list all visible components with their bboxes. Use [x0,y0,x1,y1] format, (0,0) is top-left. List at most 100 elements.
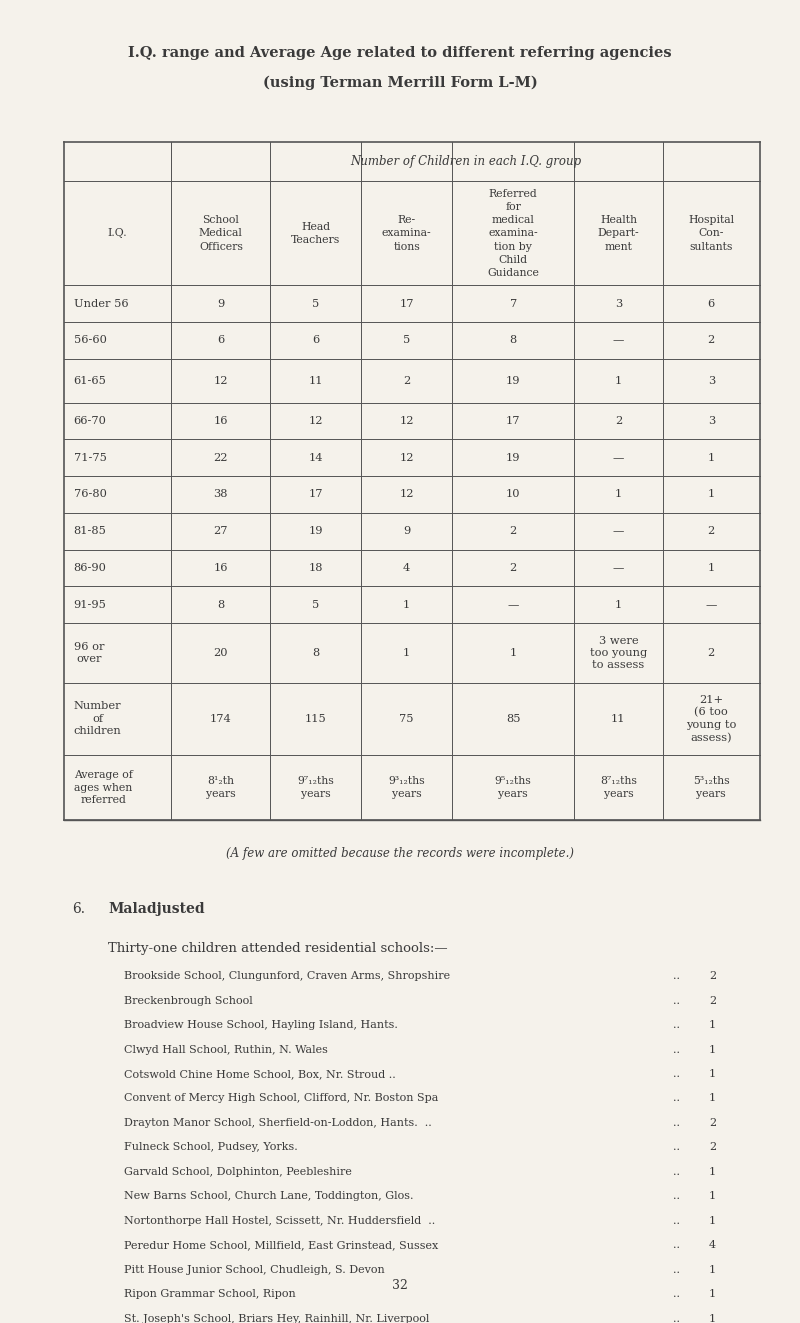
Text: 19: 19 [309,527,323,536]
Text: 10: 10 [506,490,520,500]
Text: 8: 8 [218,599,225,610]
Text: 1: 1 [709,1044,716,1054]
Text: 9⁵₁₂ths
years: 9⁵₁₂ths years [494,777,531,799]
Text: Cotswold Chine Home School, Box, Nr. Stroud ..: Cotswold Chine Home School, Box, Nr. Str… [124,1069,396,1080]
Text: 14: 14 [309,452,323,463]
Text: 1: 1 [708,564,715,573]
Text: ..: .. [673,1044,679,1054]
Text: 2: 2 [708,648,715,658]
Text: (using Terman Merrill Form L-M): (using Terman Merrill Form L-M) [262,75,538,90]
Text: 1: 1 [709,1093,716,1103]
Text: —: — [613,335,624,345]
Text: 71-75: 71-75 [74,452,106,463]
Text: ..: .. [673,1020,679,1031]
Text: 11: 11 [309,376,323,386]
Text: 81-85: 81-85 [74,527,106,536]
Text: 1: 1 [709,1289,716,1299]
Text: 32: 32 [392,1279,408,1293]
Text: 75: 75 [399,714,414,724]
Text: 27: 27 [214,527,228,536]
Text: Nortonthorpe Hall Hostel, Scissett, Nr. Huddersfield  ..: Nortonthorpe Hall Hostel, Scissett, Nr. … [124,1216,435,1226]
Text: 18: 18 [309,564,323,573]
Text: 8: 8 [312,648,319,658]
Text: 17: 17 [309,490,323,500]
Text: 2: 2 [709,1142,716,1152]
Text: 1: 1 [709,1167,716,1177]
Text: 3 were
too young
to assess: 3 were too young to assess [590,635,647,671]
Text: 3: 3 [708,415,715,426]
Text: 6: 6 [218,335,225,345]
Text: Head
Teachers: Head Teachers [291,222,341,245]
Text: 3: 3 [708,376,715,386]
Text: Thirty-one children attended residential schools:—: Thirty-one children attended residential… [108,942,448,955]
Text: Broadview House School, Hayling Island, Hants.: Broadview House School, Hayling Island, … [124,1020,398,1031]
Text: Clwyd Hall School, Ruthin, N. Wales: Clwyd Hall School, Ruthin, N. Wales [124,1044,328,1054]
Text: 7: 7 [510,299,517,308]
Text: 91-95: 91-95 [74,599,106,610]
Text: 2: 2 [510,527,517,536]
Text: 2: 2 [708,335,715,345]
Text: 96 or
over: 96 or over [74,642,104,664]
Text: Peredur Home School, Millfield, East Grinstead, Sussex: Peredur Home School, Millfield, East Gri… [124,1240,438,1250]
Text: 2: 2 [708,527,715,536]
Text: 19: 19 [506,376,520,386]
Text: Under 56: Under 56 [74,299,128,308]
Text: 61-65: 61-65 [74,376,106,386]
Text: 85: 85 [506,714,520,724]
Text: —: — [613,564,624,573]
Text: 2: 2 [709,971,716,982]
Text: 8¹₂th
years: 8¹₂th years [206,777,236,799]
Text: 1: 1 [709,1265,716,1275]
Text: Number
of
children: Number of children [74,701,122,737]
Text: ..: .. [673,1289,679,1299]
Text: 11: 11 [611,714,626,724]
Text: 1: 1 [708,452,715,463]
Text: 12: 12 [309,415,323,426]
Text: 2: 2 [709,1118,716,1129]
Text: 1: 1 [709,1020,716,1031]
Text: 12: 12 [214,376,228,386]
Text: New Barns School, Church Lane, Toddington, Glos.: New Barns School, Church Lane, Toddingto… [124,1191,414,1201]
Text: I.Q. range and Average Age related to different referring agencies: I.Q. range and Average Age related to di… [128,46,672,61]
Text: 9: 9 [218,299,225,308]
Text: 174: 174 [210,714,232,724]
Text: 22: 22 [214,452,228,463]
Text: 1: 1 [709,1191,716,1201]
Text: —: — [613,452,624,463]
Text: 1: 1 [510,648,517,658]
Text: 115: 115 [305,714,326,724]
Text: —: — [507,599,519,610]
Text: 12: 12 [399,452,414,463]
Text: ..: .. [673,1191,679,1201]
Text: ..: .. [673,1265,679,1275]
Text: 19: 19 [506,452,520,463]
Text: 8⁷₁₂ths
years: 8⁷₁₂ths years [600,777,637,799]
Text: ..: .. [673,1118,679,1129]
Text: 86-90: 86-90 [74,564,106,573]
Text: Re-
examina-
tions: Re- examina- tions [382,216,431,251]
Text: Fulneck School, Pudsey, Yorks.: Fulneck School, Pudsey, Yorks. [124,1142,298,1152]
Text: 1: 1 [709,1216,716,1226]
Text: 17: 17 [506,415,520,426]
Text: Brookside School, Clungunford, Craven Arms, Shropshire: Brookside School, Clungunford, Craven Ar… [124,971,450,982]
Text: Garvald School, Dolphinton, Peebleshire: Garvald School, Dolphinton, Peebleshire [124,1167,352,1177]
Text: Drayton Manor School, Sherfield-on-Loddon, Hants.  ..: Drayton Manor School, Sherfield-on-Loddo… [124,1118,432,1129]
Text: 38: 38 [214,490,228,500]
Text: 5: 5 [312,599,319,610]
Text: ..: .. [673,1216,679,1226]
Text: 56-60: 56-60 [74,335,106,345]
Text: ..: .. [673,1069,679,1080]
Text: 17: 17 [399,299,414,308]
Text: 66-70: 66-70 [74,415,106,426]
Text: 3: 3 [614,299,622,308]
Text: 4: 4 [709,1240,716,1250]
Text: St. Joseph's School, Briars Hey, Rainhill, Nr. Liverpool: St. Joseph's School, Briars Hey, Rainhil… [124,1314,430,1323]
Text: 2: 2 [510,564,517,573]
Text: School
Medical
Officers: School Medical Officers [199,216,243,251]
Text: 1: 1 [614,376,622,386]
Text: 2: 2 [403,376,410,386]
Text: Hospital
Con-
sultants: Hospital Con- sultants [688,216,734,251]
Text: ..: .. [673,971,679,982]
Text: 16: 16 [214,415,228,426]
Text: 4: 4 [403,564,410,573]
